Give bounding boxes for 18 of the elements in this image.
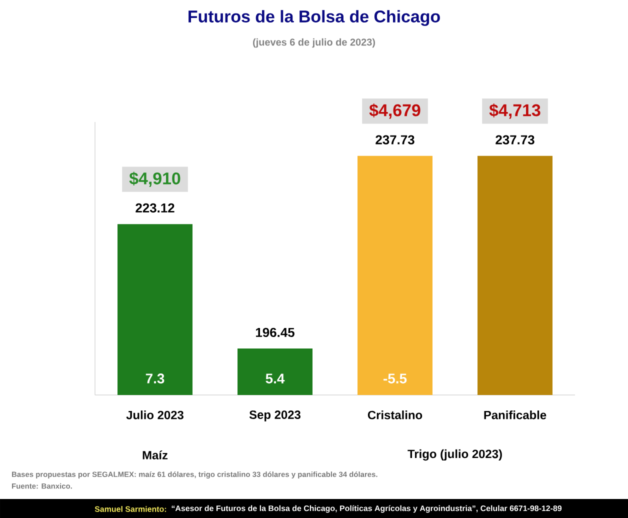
chart-subtitle: (jueves 6 de julio de 2023) [253, 38, 375, 48]
data-label: 196.45 [256, 328, 294, 338]
annotation: 7.3 [146, 374, 164, 384]
annotation: 5.4 [266, 374, 285, 384]
x-tick-label: Sep 2023 [249, 410, 300, 422]
text: Maíz [142, 450, 168, 460]
data-label: 237.73 [496, 135, 534, 144]
x-tick-label: Panificable [484, 410, 546, 420]
data-label: 237.73 [376, 135, 414, 144]
annotation: $4,910 [129, 172, 180, 187]
text: $4,713 [489, 104, 540, 119]
x-tick-label: Julio 2023 [126, 410, 184, 420]
annotation: -5.5 [384, 374, 407, 384]
text: Trigo (julio 2023) [408, 449, 502, 461]
text: $4,679 [369, 104, 420, 119]
chart-title: Futuros de la Bolsa de Chicago [188, 10, 440, 26]
x-tick-label: Cristalino [368, 410, 422, 420]
data-label: 223.12 [136, 203, 174, 213]
